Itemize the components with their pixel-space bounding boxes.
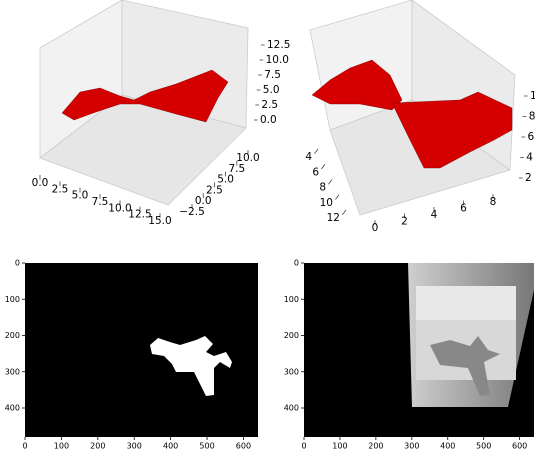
x-tick-label: 6 [460,203,467,215]
x-tick-label: 600 [236,442,251,451]
z-tick-label: 10.0 [266,54,289,66]
y-tick-label: 0 [294,259,299,268]
z-tick-label: 0.0 [260,114,277,126]
z-tick-label: 5.0 [263,84,280,96]
x-tick-label: 2 [401,216,408,228]
x-tick-label: 0 [22,442,27,451]
x-tick-label: 5.0 [72,190,89,202]
x-tick-label: 100 [332,442,347,451]
x-tick-label: 15.0 [148,215,171,227]
z-tick-label: 2.5 [261,99,278,111]
y-tick-label: 400 [284,404,299,413]
y-tick-label: 300 [284,367,299,376]
x-tick-label: 0 [301,442,306,451]
x-tick-label: 200 [90,442,105,451]
x-tick-label: 2.5 [52,183,69,195]
tick-mark [314,149,318,154]
tick-mark [342,210,346,215]
y-tick-label: 0 [15,259,20,268]
x-tick-label: 7.5 [92,196,109,208]
y-tick-label: 12 [327,212,340,224]
tick-mark [335,195,339,200]
y-tick-label: 400 [5,404,20,413]
x-tick-label: 500 [476,442,491,451]
figure: 0.02.55.07.510.012.515.0−2.50.02.55.07.5… [0,0,535,456]
y-tick-label: 300 [5,367,20,376]
x-tick-label: 100 [54,442,69,451]
tick-mark [321,164,325,169]
y-tick-label: 200 [284,331,299,340]
y-tick-label: 0.0 [195,195,212,207]
z-tick-label: 12.5 [267,39,290,51]
x-tick-label: 200 [368,442,383,451]
x-tick-label: 400 [163,442,178,451]
z-tick-label: 4 [526,152,533,164]
image-area [25,263,258,437]
x-tick-label: 0.0 [32,177,49,189]
y-tick-label: 5.0 [217,174,234,186]
z-tick-label: 10 [530,90,535,102]
y-tick-label: 4 [305,151,312,163]
y-tick-label: 7.5 [228,163,245,175]
y-tick-label: −2.5 [179,206,205,218]
y-tick-label: 10.0 [236,152,259,164]
z-tick-label: 7.5 [264,69,281,81]
y-tick-label: 100 [5,295,20,304]
y-tick-label: 6 [312,166,319,178]
depth-wall [416,286,516,320]
y-tick-label: 200 [5,331,20,340]
y-tick-label: 8 [319,182,326,194]
y-tick-label: 10 [320,197,333,209]
x-tick-label: 4 [431,209,438,221]
x-tick-label: 600 [512,442,527,451]
z-tick-label: 2 [525,172,532,184]
x-tick-label: 0 [372,222,379,234]
tick-mark [328,180,332,185]
x-tick-label: 400 [440,442,455,451]
z-tick-label: 8 [529,111,535,123]
x-tick-label: 300 [404,442,419,451]
y-tick-label: 2.5 [206,184,223,196]
y-tick-label: 100 [284,295,299,304]
x-tick-label: 500 [199,442,214,451]
x-tick-label: 300 [127,442,142,451]
x-tick-label: 8 [490,196,497,208]
z-tick-label: 6 [528,131,535,143]
